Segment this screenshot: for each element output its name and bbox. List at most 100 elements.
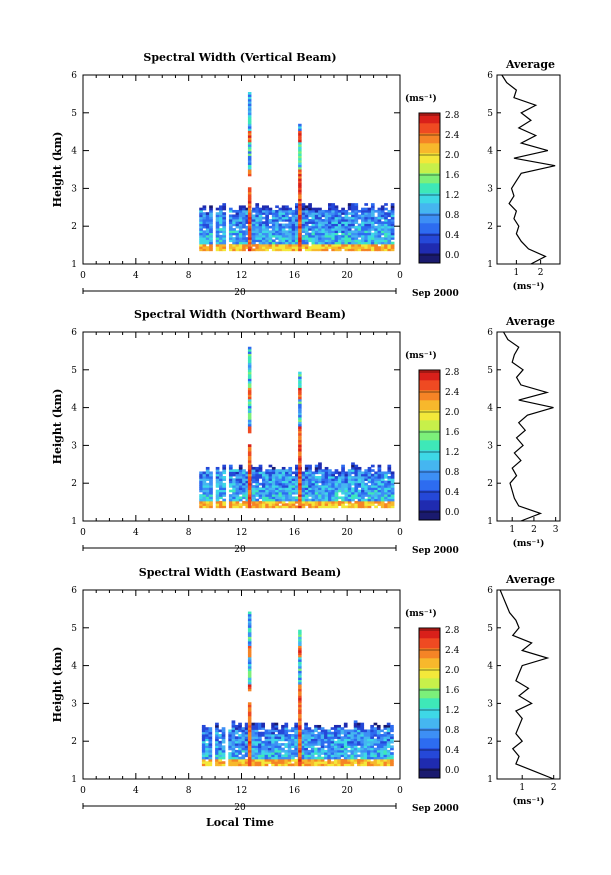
panel2-spike-cell xyxy=(247,423,252,427)
panel3-spike-cell xyxy=(247,722,252,726)
panel1-cell xyxy=(275,241,279,245)
panel2-cell xyxy=(308,466,312,470)
panel2-cell xyxy=(232,487,236,491)
panel2-spike-cell xyxy=(298,460,302,463)
panel3-cell xyxy=(244,763,249,767)
panel3-cell xyxy=(251,727,256,730)
panel2-cell xyxy=(252,466,256,470)
panel3-cell xyxy=(320,749,325,753)
panel3-cell xyxy=(386,758,391,762)
panel2-cell xyxy=(328,496,332,500)
panel1-cell xyxy=(308,232,312,236)
panel3-cell xyxy=(300,734,305,737)
panel2-cell xyxy=(238,476,243,479)
panel1-spike-cell xyxy=(298,155,302,159)
panel3-cell xyxy=(343,743,348,746)
panel1-cell xyxy=(364,230,369,234)
panel3-cell xyxy=(317,743,322,746)
panel2-cell xyxy=(199,473,203,477)
panel3-cell xyxy=(390,740,394,744)
panel1-cell xyxy=(268,219,273,222)
panel3-cell xyxy=(363,749,368,753)
panel2-cell xyxy=(334,489,339,493)
panel1-cell xyxy=(199,209,203,213)
panel2-cell xyxy=(311,473,316,477)
panel1-cell xyxy=(337,239,342,243)
panel3-cell xyxy=(244,724,249,728)
panel1-cell xyxy=(311,239,316,243)
panel3-cell xyxy=(366,758,371,762)
panel1-cell xyxy=(347,243,352,247)
panel3-cell xyxy=(360,736,365,739)
panel3-cell xyxy=(208,752,213,755)
panel1-cell xyxy=(367,228,372,231)
panel3-cell xyxy=(330,747,335,751)
panel1-cell xyxy=(387,225,392,229)
panel2-spike-cell xyxy=(247,471,252,475)
panel1-cell xyxy=(202,230,207,234)
panel1-cell xyxy=(354,216,359,220)
panel1-cell xyxy=(245,230,250,234)
panel3-cell xyxy=(274,722,279,726)
panel1-cell xyxy=(387,223,392,227)
panel3-cell xyxy=(215,745,219,749)
panel3-cell xyxy=(390,734,394,737)
panel1-cell xyxy=(301,214,306,218)
panel1-cell xyxy=(209,221,213,224)
panel3-cell xyxy=(324,752,328,755)
panel2-cell xyxy=(232,496,236,500)
panel2-cell xyxy=(318,503,322,506)
panel2-cell xyxy=(334,469,339,472)
panel2-cell xyxy=(331,498,336,502)
panel3-spike-cell xyxy=(247,729,252,733)
panel1-cell xyxy=(255,234,260,238)
panel3-cell xyxy=(366,747,371,751)
panel3-cell xyxy=(267,740,272,744)
panel1-cell xyxy=(222,207,227,211)
panel2-colorbar-label: 1.2 xyxy=(445,448,459,458)
panel3-cell xyxy=(330,734,335,737)
panel3-cell xyxy=(218,752,223,755)
panel2-spike-cell xyxy=(247,421,252,425)
panel3-cell xyxy=(383,724,388,728)
panel3-cell xyxy=(300,731,305,735)
panel2-spike-cell xyxy=(247,401,252,404)
panel3-cell xyxy=(251,722,256,726)
panel1-cell xyxy=(275,225,279,229)
panel3-cell xyxy=(258,754,262,758)
panel1-cell xyxy=(232,214,236,218)
panel3-cell xyxy=(324,761,328,764)
panel1-cell xyxy=(255,243,260,247)
panel2-cell xyxy=(380,491,385,495)
panel1-cell xyxy=(202,234,207,238)
panel1-cell xyxy=(275,237,279,240)
panel1-cell xyxy=(294,203,299,206)
panel2-spike-cell xyxy=(247,476,252,479)
panel2-spike-cell xyxy=(247,462,252,466)
panel2-cell xyxy=(344,471,349,475)
panel1-cell xyxy=(219,230,223,234)
panel3-cell xyxy=(264,731,269,735)
panel2-avg-frame xyxy=(496,331,561,522)
panel3-cell xyxy=(231,740,236,744)
panel3-cell xyxy=(254,756,259,760)
panel1-cell xyxy=(271,223,276,227)
panel2-cell xyxy=(314,471,319,475)
panel2-cell xyxy=(281,503,286,506)
panel2-cell xyxy=(318,491,322,495)
panel1-cell xyxy=(347,237,352,240)
panel1-cell xyxy=(202,246,207,249)
panel1-cell xyxy=(304,216,309,220)
panel1-spike-cell xyxy=(298,137,302,141)
panel1-cell xyxy=(341,246,345,249)
panel1-cell xyxy=(318,230,322,234)
panel3-cell xyxy=(330,740,335,744)
panel1-cell xyxy=(321,248,326,252)
panel1-cell xyxy=(367,214,372,218)
panel2-spike-cell xyxy=(298,489,302,493)
panel3-cell xyxy=(201,727,206,730)
panel1-cell xyxy=(199,221,203,224)
panel2-cell xyxy=(361,505,365,509)
panel3-cell xyxy=(360,724,365,728)
panel3-cell xyxy=(287,729,292,733)
